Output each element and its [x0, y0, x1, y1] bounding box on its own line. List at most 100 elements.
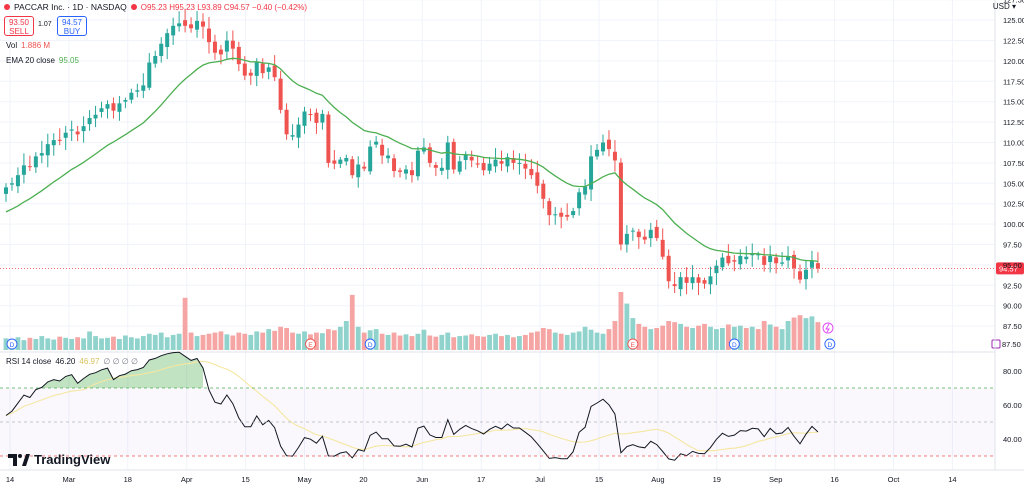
volume-bar	[600, 333, 606, 350]
candle-body	[278, 78, 283, 110]
candle-body	[439, 167, 444, 171]
candle-body	[595, 149, 600, 157]
ema-legend[interactable]: EMA 20 close 95.05	[6, 56, 79, 65]
volume-bar	[696, 325, 701, 350]
volume-bar	[355, 326, 361, 350]
volume-bar	[427, 335, 433, 350]
buy-button[interactable]: 94.57 BUY	[57, 16, 87, 36]
candle-body	[260, 63, 265, 74]
rsi-axis[interactable]: 40.00 60.00 80.00	[1003, 367, 1022, 444]
candle-body	[601, 142, 605, 152]
volume-bar	[755, 329, 761, 350]
candle-body	[129, 92, 134, 100]
time-tick-label: 15	[241, 475, 249, 484]
price-tick-label: 115.00	[1003, 98, 1024, 107]
volume-bar	[260, 332, 266, 350]
volume-bar	[176, 333, 182, 350]
time-tick-label: 16	[830, 475, 838, 484]
volume-bar	[803, 318, 809, 350]
candle-body	[612, 151, 617, 161]
volume-bar	[702, 323, 707, 350]
candle-body	[642, 236, 647, 240]
volume-bar	[618, 292, 624, 350]
time-axis[interactable]: 14 Mar 18 Apr 15 May 20 Jun 17 Jul 15 Aug 19 Sep 16 Oct…	[0, 469, 1024, 484]
volume-bar	[708, 326, 713, 350]
candle-body	[386, 155, 391, 159]
last-price-badge	[996, 262, 1024, 275]
volume-bar	[797, 315, 803, 350]
volume-bar	[320, 333, 325, 350]
volume-bar	[123, 335, 128, 350]
candle-body	[786, 256, 791, 261]
price-tick-label: 107.50	[1003, 159, 1024, 168]
symbol-title[interactable]: PACCAR Inc. · 1D · NASDAQ	[14, 2, 127, 12]
volume-bar	[684, 326, 689, 350]
volume-bar	[296, 333, 301, 350]
sell-button[interactable]: 93.50 SELL	[4, 16, 34, 36]
event-marker-letter: E	[308, 342, 313, 349]
candle-body	[21, 165, 26, 175]
volume-bar	[21, 340, 27, 350]
candle-body	[266, 67, 271, 72]
candle-body	[398, 170, 403, 172]
candle-body	[135, 90, 140, 92]
candle-body	[774, 257, 779, 264]
event-marker-letter: D	[368, 342, 373, 349]
candle-body	[350, 159, 355, 176]
candle-body	[756, 254, 761, 256]
candle-body	[463, 154, 468, 161]
grid-lines	[0, 0, 995, 470]
volume-bar	[773, 326, 779, 350]
volume-legend[interactable]: Vol 1.886 M	[6, 41, 50, 50]
candle-body	[117, 103, 122, 112]
volume-bar	[588, 329, 594, 350]
volume-bar	[158, 332, 164, 350]
candle-body	[159, 43, 164, 57]
volume-bar	[690, 327, 695, 350]
ohlc-readout: O95.23 H95.23 L93.89 C94.57 −0.40 (−0.42…	[140, 2, 308, 12]
currency-selector[interactable]: USD ▾	[993, 2, 1016, 11]
volume-bar	[546, 329, 552, 350]
rsi-legend[interactable]: RSI 14 close 46.20 46.97 ∅ ∅ ∅ ∅	[6, 357, 138, 366]
volume-bar	[397, 335, 403, 350]
candle-body	[714, 265, 719, 274]
volume-bar	[81, 338, 87, 350]
candle-body	[606, 139, 611, 150]
candle-body	[511, 157, 516, 163]
volume-bar	[224, 334, 230, 350]
candle-body	[660, 239, 665, 257]
price-axis[interactable]: 87.50 90.00 92.50 95.00 97.50 100.00 102.50 105…	[994, 0, 1024, 470]
volume-bar	[302, 331, 307, 350]
candle-body	[517, 162, 522, 164]
candle-body	[368, 146, 373, 172]
rsi-overbought-fill	[0, 352, 995, 456]
volume-bar	[111, 336, 116, 350]
volume-bar	[606, 329, 612, 350]
tradingview-logo[interactable]: TradingView	[8, 452, 110, 467]
volume-bar	[314, 332, 319, 350]
price-tick-label: 95.00	[1003, 261, 1022, 270]
volume-legend-label: Vol	[6, 41, 18, 50]
rsi-level-lines	[0, 387, 995, 457]
volume-bar	[630, 318, 636, 350]
candle-body	[738, 255, 743, 265]
time-tick-label: 14	[6, 475, 14, 484]
volume-bar	[361, 332, 367, 350]
rsi-legend-value: 46.20	[55, 357, 76, 366]
volume-bar	[666, 321, 672, 350]
volume-bar	[403, 334, 409, 350]
candle-body	[338, 159, 343, 164]
volume-bar	[582, 326, 588, 350]
candle-body	[201, 21, 206, 27]
candle-body	[750, 253, 755, 256]
event-markers[interactable]: D E D E D D 87.50	[6, 322, 1021, 350]
volume-bar	[415, 333, 421, 350]
candle-body	[171, 25, 176, 36]
candle-body	[696, 277, 701, 283]
volume-bar	[266, 329, 272, 350]
candle-body	[427, 147, 432, 163]
candle-body	[809, 260, 814, 268]
volume-bar	[594, 332, 600, 350]
time-tick-label: 15	[595, 475, 603, 484]
